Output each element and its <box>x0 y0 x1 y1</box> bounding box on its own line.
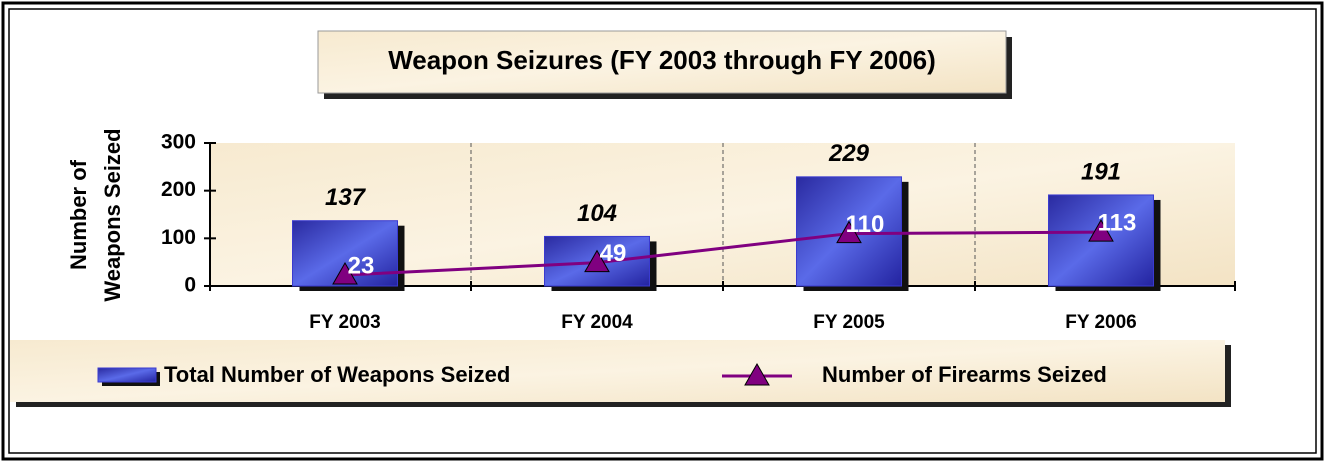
y-tick-label: 200 <box>161 178 196 201</box>
legend-label: Number of Firearms Seized <box>822 362 1107 387</box>
legend-marker <box>744 362 770 386</box>
data-label: 49 <box>600 240 627 267</box>
y-tick-label: 0 <box>184 274 196 297</box>
data-label: 104 <box>577 200 617 227</box>
x-tick-label: FY 2005 <box>813 312 885 333</box>
data-label: 137 <box>325 184 367 211</box>
marker <box>1088 219 1114 242</box>
legend-label: Total Number of Weapons Seized <box>164 362 510 387</box>
x-tick-label: FY 2003 <box>309 312 380 333</box>
line <box>344 230 1102 277</box>
y-tick-label: 100 <box>161 226 196 249</box>
marker <box>332 262 358 285</box>
legend-swatch <box>97 367 157 383</box>
y-tick-label: 300 <box>161 131 196 154</box>
data-label: 110 <box>846 211 885 238</box>
y-axis-label: Number of <box>66 159 91 270</box>
y-axis-label: Weapons Seized <box>100 128 125 301</box>
marker <box>836 220 862 244</box>
inner-frame <box>8 8 1317 454</box>
legend-box <box>10 340 1225 402</box>
marker <box>584 249 610 273</box>
data-label: 191 <box>1081 158 1121 185</box>
chart-title: Weapon Seizures (FY 2003 through FY 2006… <box>388 45 936 75</box>
x-tick-label: FY 2004 <box>561 312 633 333</box>
data-label: 229 <box>828 140 870 167</box>
data-label: 113 <box>1098 209 1137 236</box>
data-label: 23 <box>348 252 375 279</box>
title-box <box>317 30 1007 94</box>
x-tick-label: FY 2006 <box>1065 312 1136 333</box>
